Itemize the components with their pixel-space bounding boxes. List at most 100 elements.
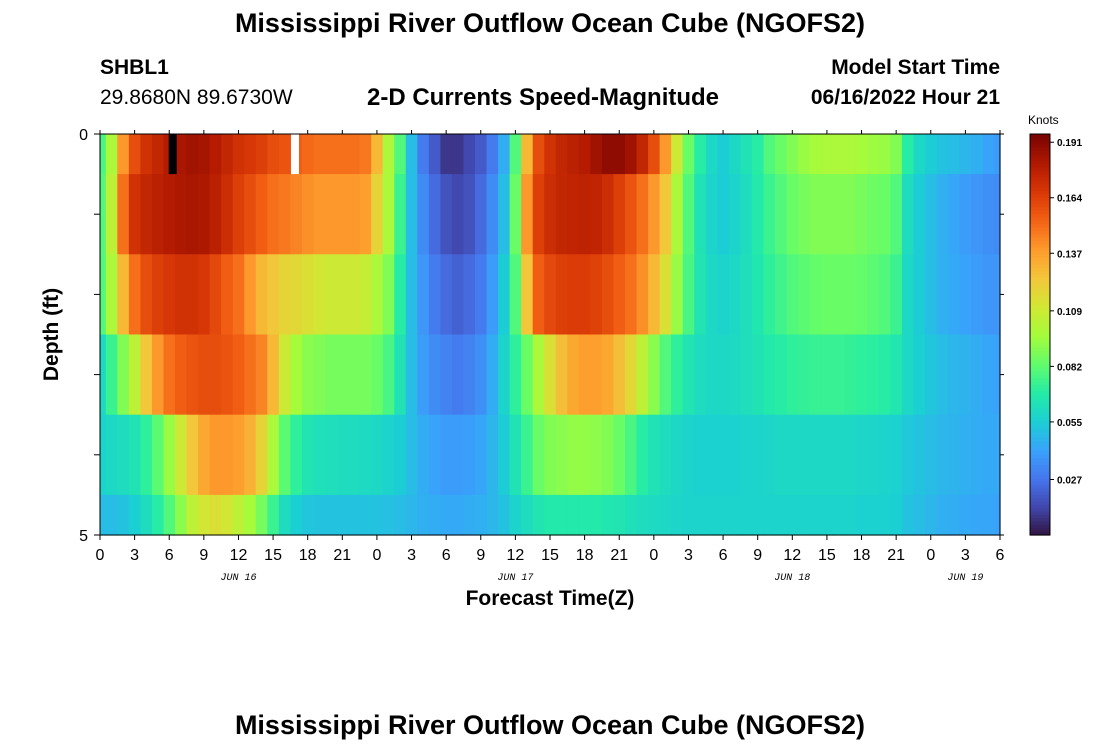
heatmap-cell bbox=[613, 174, 626, 255]
heatmap-cell bbox=[232, 254, 245, 336]
heatmap-cell bbox=[198, 334, 211, 416]
heatmap-cell bbox=[140, 494, 153, 536]
heatmap-cell bbox=[740, 174, 753, 255]
heatmap-cell bbox=[994, 174, 1001, 255]
heatmap-cell bbox=[659, 414, 672, 496]
heatmap-cell bbox=[267, 134, 280, 175]
heatmap-cell bbox=[394, 494, 407, 536]
heatmap-cell bbox=[440, 494, 453, 536]
colorbar-segment bbox=[1030, 217, 1050, 222]
heatmap-cell bbox=[359, 174, 372, 255]
heatmap-cell bbox=[163, 414, 176, 496]
heatmap-cell bbox=[486, 134, 499, 175]
heatmap-cell bbox=[186, 254, 199, 336]
heatmap-cell bbox=[613, 254, 626, 336]
x-tick-label: 18 bbox=[299, 547, 317, 564]
colorbar-segment bbox=[1030, 244, 1050, 249]
heatmap-cell bbox=[198, 494, 211, 536]
heatmap-cell bbox=[578, 254, 591, 336]
heatmap-cell bbox=[382, 414, 395, 496]
colorbar-segment bbox=[1030, 150, 1050, 155]
colorbar-segment bbox=[1030, 347, 1050, 352]
heatmap-cell bbox=[128, 414, 141, 496]
colorbar-segment bbox=[1030, 331, 1050, 336]
heatmap-cell bbox=[209, 414, 222, 496]
heatmap-cell bbox=[267, 414, 280, 496]
heatmap-cell bbox=[994, 134, 1001, 175]
heatmap-cell bbox=[959, 254, 972, 336]
colorbar-segment bbox=[1030, 448, 1050, 453]
colorbar-segment bbox=[1030, 511, 1050, 516]
heatmap-cell bbox=[348, 174, 361, 255]
heatmap-cell bbox=[532, 174, 545, 255]
colorbar-segment bbox=[1030, 524, 1050, 529]
colorbar-segment bbox=[1030, 160, 1050, 165]
colorbar-segment bbox=[1030, 264, 1050, 269]
heatmap-cell bbox=[936, 414, 949, 496]
heatmap-cell bbox=[105, 174, 118, 255]
missing-data-mark bbox=[168, 134, 177, 175]
heatmap-cell bbox=[451, 174, 465, 255]
heatmap-cell bbox=[394, 334, 407, 416]
colorbar-segment bbox=[1030, 147, 1050, 152]
heatmap-cell bbox=[382, 494, 395, 536]
heatmap-cell bbox=[428, 174, 441, 255]
colorbar-segment bbox=[1030, 184, 1050, 189]
heatmap-cell bbox=[994, 254, 1001, 336]
heatmap-cell bbox=[117, 174, 130, 255]
heatmap-cell bbox=[786, 494, 799, 536]
heatmap-cell bbox=[301, 254, 315, 336]
heatmap-cell bbox=[567, 414, 580, 496]
colorbar-segment bbox=[1030, 164, 1050, 169]
heatmap-cell bbox=[959, 174, 972, 255]
heatmap-cell bbox=[728, 414, 741, 496]
x-tick-label: 0 bbox=[96, 547, 105, 564]
colorbar-segment bbox=[1030, 367, 1050, 372]
heatmap-cell bbox=[775, 334, 788, 416]
heatmap-cell bbox=[717, 174, 730, 255]
heatmap-cell bbox=[867, 134, 880, 175]
heatmap-cell bbox=[925, 334, 938, 416]
heatmap-cell bbox=[751, 494, 765, 536]
heatmap-cell bbox=[809, 334, 822, 416]
heatmap-cell bbox=[325, 134, 338, 175]
heatmap-cell bbox=[832, 334, 845, 416]
colorbar-segment bbox=[1030, 277, 1050, 282]
heatmap-cell bbox=[532, 254, 545, 336]
heatmap-cell bbox=[428, 134, 441, 175]
heatmap-cell bbox=[925, 414, 938, 496]
colorbar-segment bbox=[1030, 140, 1050, 145]
heatmap-cell bbox=[901, 254, 915, 336]
x-tick-label: 6 bbox=[996, 547, 1005, 564]
heatmap-cell bbox=[832, 174, 845, 255]
heatmap-cell bbox=[994, 494, 1001, 536]
colorbar-segment bbox=[1030, 404, 1050, 409]
heatmap-cell bbox=[590, 414, 603, 496]
heatmap-cell bbox=[832, 254, 845, 336]
heatmap-cell bbox=[325, 174, 338, 255]
heatmap-cell bbox=[267, 254, 280, 336]
colorbar-frame bbox=[1029, 133, 1051, 536]
heatmap-cell bbox=[267, 494, 280, 536]
heatmap-cell bbox=[971, 414, 984, 496]
heatmap-cell bbox=[325, 494, 338, 536]
colorbar-segment bbox=[1030, 157, 1050, 162]
colorbar-segment bbox=[1030, 294, 1050, 299]
colorbar-segment bbox=[1030, 458, 1050, 463]
heatmap-cell bbox=[671, 334, 684, 416]
heatmap-cell bbox=[532, 494, 545, 536]
heatmap-cell bbox=[475, 414, 488, 496]
y-tick-label: 0 bbox=[79, 127, 88, 144]
heatmap-cell bbox=[763, 494, 776, 536]
heatmap-cell bbox=[128, 254, 141, 336]
heatmap-cell bbox=[555, 494, 568, 536]
heatmap-cell bbox=[567, 494, 580, 536]
heatmap-cell bbox=[255, 134, 268, 175]
heatmap-cell bbox=[786, 334, 799, 416]
heatmap-cell bbox=[301, 494, 315, 536]
heatmap-cell bbox=[140, 334, 153, 416]
colorbar-segment bbox=[1030, 414, 1050, 419]
heatmap-cell bbox=[290, 414, 303, 496]
heatmap-cell bbox=[740, 254, 753, 336]
colorbar-segment bbox=[1030, 371, 1050, 376]
